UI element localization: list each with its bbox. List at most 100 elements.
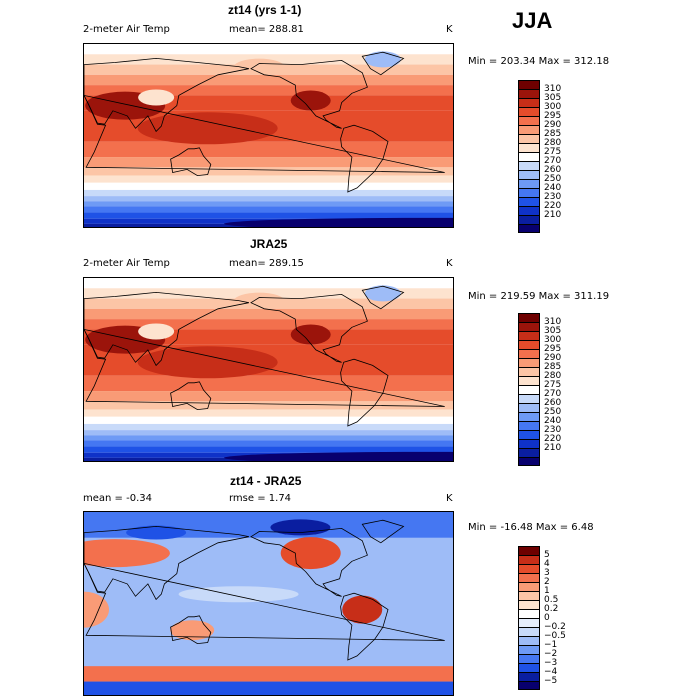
colorbar-swatch — [518, 582, 540, 591]
colorbar-swatch — [518, 376, 540, 385]
colorbar-label: 220 — [544, 434, 562, 444]
temperature-band — [84, 416, 453, 424]
temperature-band — [84, 278, 453, 289]
colorbar-swatch — [518, 600, 540, 609]
colorbar-swatch — [518, 421, 540, 430]
colorbar-swatch — [518, 322, 540, 331]
colorbar-label: 5 — [544, 550, 550, 560]
antarctic-cold-region — [224, 217, 453, 227]
coastline-greenland — [361, 519, 405, 544]
colorbar-label: 0.2 — [544, 604, 559, 614]
colorbar-label: −5 — [544, 676, 558, 686]
temperature-band — [84, 95, 453, 111]
colorbar-label: −1 — [544, 640, 558, 650]
colorbar-swatch — [518, 564, 540, 573]
panel-1-map — [83, 43, 454, 228]
coastline-samerica — [340, 124, 389, 193]
colorbar-swatch — [518, 143, 540, 152]
colorbar-label: 240 — [544, 416, 562, 426]
cool-region — [234, 58, 285, 75]
colorbar-swatch — [518, 457, 540, 466]
colorbar-swatch — [518, 215, 540, 224]
panel-1-title: zt14 (yrs 1-1) — [228, 3, 302, 17]
coastline-namerica — [250, 59, 368, 129]
colorbar-label: 285 — [544, 129, 562, 139]
colorbar-label: 250 — [544, 407, 562, 417]
coastline-asia — [84, 57, 249, 133]
colorbar-swatch — [518, 107, 540, 116]
coastline-greenland — [361, 51, 405, 76]
colorbar-swatch — [518, 636, 540, 645]
coastline-asia — [84, 291, 249, 367]
temperature-band — [84, 446, 453, 453]
colorbar-swatch — [518, 224, 540, 233]
positive-anomaly — [170, 620, 215, 641]
colorbar-swatch — [518, 206, 540, 215]
colorbar-swatch — [518, 349, 540, 358]
temperature-band — [84, 196, 453, 202]
temperature-band — [84, 212, 453, 219]
colorbar-label: 275 — [544, 380, 562, 390]
colorbar-label: 280 — [544, 371, 562, 381]
colorbar-label: 305 — [544, 93, 562, 103]
colorbar-swatch — [518, 161, 540, 170]
colorbar-label: 290 — [544, 353, 562, 363]
colorbar-swatch — [518, 654, 540, 663]
colorbar-label: 310 — [544, 317, 562, 327]
negative-anomaly — [126, 525, 187, 540]
colorbar-label: 0.5 — [544, 595, 559, 605]
colorbar-swatch — [518, 645, 540, 654]
coastline-europe_africa — [84, 562, 445, 641]
colorbar-label: 300 — [544, 335, 562, 345]
temperature-band — [84, 74, 453, 86]
colorbar-swatch — [518, 546, 540, 555]
colorbar-swatch — [518, 331, 540, 340]
panel-2-units: K — [446, 258, 453, 269]
colorbar-label: 210 — [544, 210, 562, 220]
colorbar-label: 0 — [544, 613, 550, 623]
colorbar-label: 210 — [544, 443, 562, 453]
panel-3-title: zt14 - JRA25 — [230, 474, 302, 488]
colorbar-label: 295 — [544, 111, 562, 121]
colorbar-swatch — [518, 358, 540, 367]
colorbar-swatch — [518, 385, 540, 394]
colorbar-label: 4 — [544, 559, 550, 569]
season-label: JJA — [512, 8, 553, 33]
positive-anomaly — [280, 537, 341, 570]
colorbar-label: 275 — [544, 147, 562, 157]
greenland-cold-region — [364, 285, 401, 302]
colorbar-swatch — [518, 197, 540, 206]
coastline-samerica — [340, 592, 389, 661]
colorbar-label: 300 — [544, 102, 562, 112]
panel-1-stat: mean= 288.81 — [229, 24, 304, 35]
colorbar-swatch — [518, 152, 540, 161]
temperature-band — [84, 206, 453, 213]
colorbar-label: −0.5 — [544, 631, 566, 641]
temperature-band — [84, 375, 453, 392]
colorbar-label: −3 — [544, 658, 558, 668]
positive-anomaly — [84, 539, 170, 568]
colorbar-label: 260 — [544, 165, 562, 175]
colorbar-swatch — [518, 555, 540, 564]
hot-land-region — [290, 324, 331, 345]
colorbar-label: 290 — [544, 120, 562, 130]
colorbar-label: 250 — [544, 174, 562, 184]
colorbar-swatch — [518, 430, 540, 439]
temperature-band — [84, 189, 453, 197]
colorbar-label: 295 — [544, 344, 562, 354]
temperature-band — [84, 175, 453, 183]
temperature-band — [84, 167, 453, 176]
colorbar-swatch — [518, 170, 540, 179]
colorbar-label: 3 — [544, 568, 550, 578]
panel-3-map — [83, 511, 454, 696]
colorbar-label: 260 — [544, 398, 562, 408]
coastline-namerica — [250, 293, 368, 363]
temperature-band — [84, 157, 453, 168]
panel-2-stat: mean= 289.15 — [229, 258, 304, 269]
colorbar-swatch — [518, 573, 540, 582]
colorbar-swatch — [518, 403, 540, 412]
negative-anomaly — [270, 519, 331, 536]
colorbar-swatch — [518, 439, 540, 448]
greenland-cold-region — [364, 51, 401, 68]
colorbar-swatch — [518, 367, 540, 376]
